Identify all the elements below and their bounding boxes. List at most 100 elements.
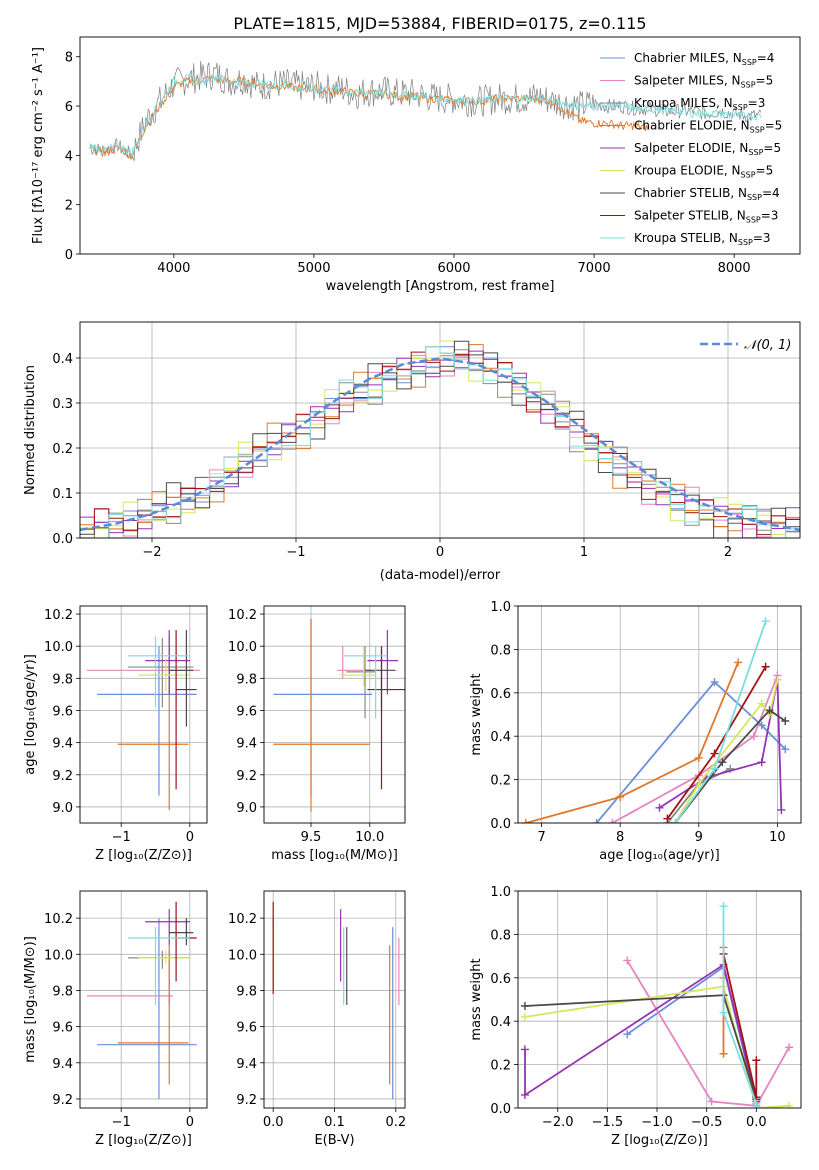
- weight_vs_Z-xlabel: Z [log₁₀(Z/Z⊙)]: [611, 1133, 708, 1148]
- weight-marker: [719, 1049, 728, 1058]
- weight_vs_age-xtick-label: 8: [616, 830, 624, 845]
- age_vs_mass-xtick-label: 10.0: [355, 830, 384, 845]
- spectrum-frame: [79, 36, 801, 255]
- legend-label: Kroupa STELIB, NSSP=3: [634, 231, 771, 247]
- spectrum-ytick-label: 4: [65, 149, 73, 164]
- mass_vs_ebv-ytick-label: 10.2: [228, 912, 257, 927]
- residuals-xtick-label: −1: [286, 545, 305, 560]
- legend-value: =5: [765, 119, 783, 133]
- age_vs_Z-ytick-label: 9.8: [52, 672, 73, 687]
- weight_vs_age-xlabel: age [log₁₀(age/yr)]: [599, 848, 720, 863]
- legend-label: Salpeter STELIB, NSSP=3: [634, 209, 778, 225]
- weight-marker: [521, 819, 530, 823]
- spectrum-xtick-label: 5000: [297, 261, 330, 276]
- weight_vs_Z-ytick-label: 0.2: [490, 1059, 511, 1074]
- weight-marker: [757, 721, 766, 730]
- weight-marker: [520, 1012, 529, 1021]
- legend-value: =5: [756, 74, 774, 88]
- weight-marker: [694, 779, 703, 788]
- weight-marker: [718, 758, 727, 767]
- age_vs_Z-ylabel: age [log₁₀(age/yr)]: [23, 654, 38, 775]
- residuals-xtick-label: 2: [724, 545, 732, 560]
- figure-title: PLATE=1815, MJD=53884, FIBERID=0175, z=0…: [233, 14, 646, 33]
- weight_vs_age-ylabel: mass weight: [469, 673, 484, 755]
- age_vs_mass-ytick-label: 9.2: [236, 769, 257, 784]
- legend-value: =5: [756, 164, 774, 178]
- weight-marker: [773, 675, 782, 684]
- legend-subscript: SSP: [748, 148, 763, 157]
- weight-marker: [752, 1099, 761, 1108]
- weight-marker: [785, 1101, 794, 1108]
- weight_vs_age-xtick-label: 10: [769, 830, 786, 845]
- legend-subscript: SSP: [750, 126, 765, 135]
- mass_vs_ebv-frame: [263, 890, 406, 1109]
- weight_vs_Z-xtick-label: −2.0: [542, 1115, 574, 1130]
- spectrum-ytick-label: 6: [65, 100, 73, 115]
- mass_vs_Z-ytick-label: 9.2: [52, 1093, 73, 1108]
- spectrum-series-line: [89, 60, 762, 161]
- weight_vs_age-axes: [514, 605, 801, 827]
- residuals-ytick-label: 0.1: [52, 487, 73, 502]
- legend-label: Salpeter MILES, NSSP=5: [634, 74, 773, 90]
- age_vs_Z-xtick-label: 0: [186, 830, 194, 845]
- age_vs_Z-ytick-label: 9.2: [52, 769, 73, 784]
- age_vs_Z-ytick-label: 9.6: [52, 704, 73, 719]
- weight-marker: [781, 745, 790, 754]
- legend-label: Kroupa MILES, NSSP=3: [634, 96, 765, 112]
- weight-marker: [616, 792, 625, 801]
- weight_vs_age-xtick-label: 7: [537, 830, 545, 845]
- weight-line: [524, 963, 758, 1102]
- mass_vs_ebv-xlabel: E(B-V): [314, 1133, 354, 1148]
- legend-value: =5: [763, 141, 781, 155]
- weight_vs_Z-ylabel: mass weight: [469, 958, 484, 1040]
- spectrum-xtick-label: 4000: [157, 261, 190, 276]
- weight_vs_Z-xtick-label: 0.0: [746, 1115, 767, 1130]
- residuals-xtick-label: 0: [436, 545, 444, 560]
- legend-value: =3: [753, 231, 771, 245]
- mass_vs_Z-xtick-label: −1: [112, 1115, 131, 1130]
- weight_vs_Z-axes: [514, 890, 801, 1112]
- age_vs_mass-xlabel: mass [log₁₀(M/M⊙)]: [271, 848, 398, 863]
- mass_vs_ebv-xtick-label: 0.2: [385, 1115, 406, 1130]
- mass_vs_Z-ytick-label: 10.0: [44, 948, 73, 963]
- weight_vs_Z-xtick-label: −0.5: [691, 1115, 723, 1130]
- weight-marker: [520, 1090, 529, 1099]
- weight-marker: [765, 706, 774, 715]
- age_vs_Z-xtick-label: −1: [112, 830, 131, 845]
- weight_vs_age-ytick-label: 0.4: [490, 730, 511, 745]
- weight_vs_Z-xtick-label: −1.5: [592, 1115, 624, 1130]
- mass_vs_ebv-ytick-label: 9.6: [236, 1021, 257, 1036]
- weight_vs_age-ytick-label: 1.0: [490, 600, 511, 615]
- mass_vs_ebv-xtick-label: 0.0: [263, 1115, 284, 1130]
- age_vs_Z-ytick-label: 9.0: [52, 801, 73, 816]
- residuals-frame: [79, 321, 801, 539]
- mass_vs_Z-frame: [79, 890, 208, 1109]
- mass_vs_ebv-xtick-label: 0.1: [324, 1115, 345, 1130]
- weight_vs_age-ytick-label: 0.0: [490, 817, 511, 832]
- weight-marker: [719, 1008, 728, 1017]
- weight-line: [674, 620, 767, 823]
- weight-marker: [663, 814, 672, 823]
- weight_vs_Z-xtick-label: −1.0: [641, 1115, 673, 1130]
- mass_vs_Z-ytick-label: 9.6: [52, 1021, 73, 1036]
- weight_vs_age-xtick-label: 9: [695, 830, 703, 845]
- residuals-ytick-label: 0.3: [52, 397, 73, 412]
- mass_vs_Z-ylabel: mass [log₁₀(M/M⊙)]: [23, 936, 38, 1063]
- weight-marker: [757, 699, 766, 708]
- weight-marker: [710, 677, 719, 686]
- weight-marker: [623, 1030, 632, 1039]
- age_vs_Z-ytick-label: 9.4: [52, 737, 73, 752]
- weight-marker: [761, 617, 770, 626]
- legend-value: =3: [748, 96, 766, 110]
- age_vs_mass-ytick-label: 10.2: [228, 608, 257, 623]
- residuals-xlabel: (data-model)/error: [380, 568, 501, 583]
- age_vs_Z-ytick-label: 10.2: [44, 608, 73, 623]
- weight-marker: [671, 819, 680, 823]
- gaussian-curve: [80, 357, 800, 532]
- legend-label: Chabrier ELODIE, NSSP=5: [634, 119, 782, 135]
- weight-marker: [707, 1097, 716, 1106]
- spectrum-series-line: [89, 73, 762, 158]
- age_vs_Z-axes: [76, 606, 207, 827]
- legend-subscript: SSP: [733, 103, 748, 112]
- weight_vs_age-ytick-label: 0.8: [490, 643, 511, 658]
